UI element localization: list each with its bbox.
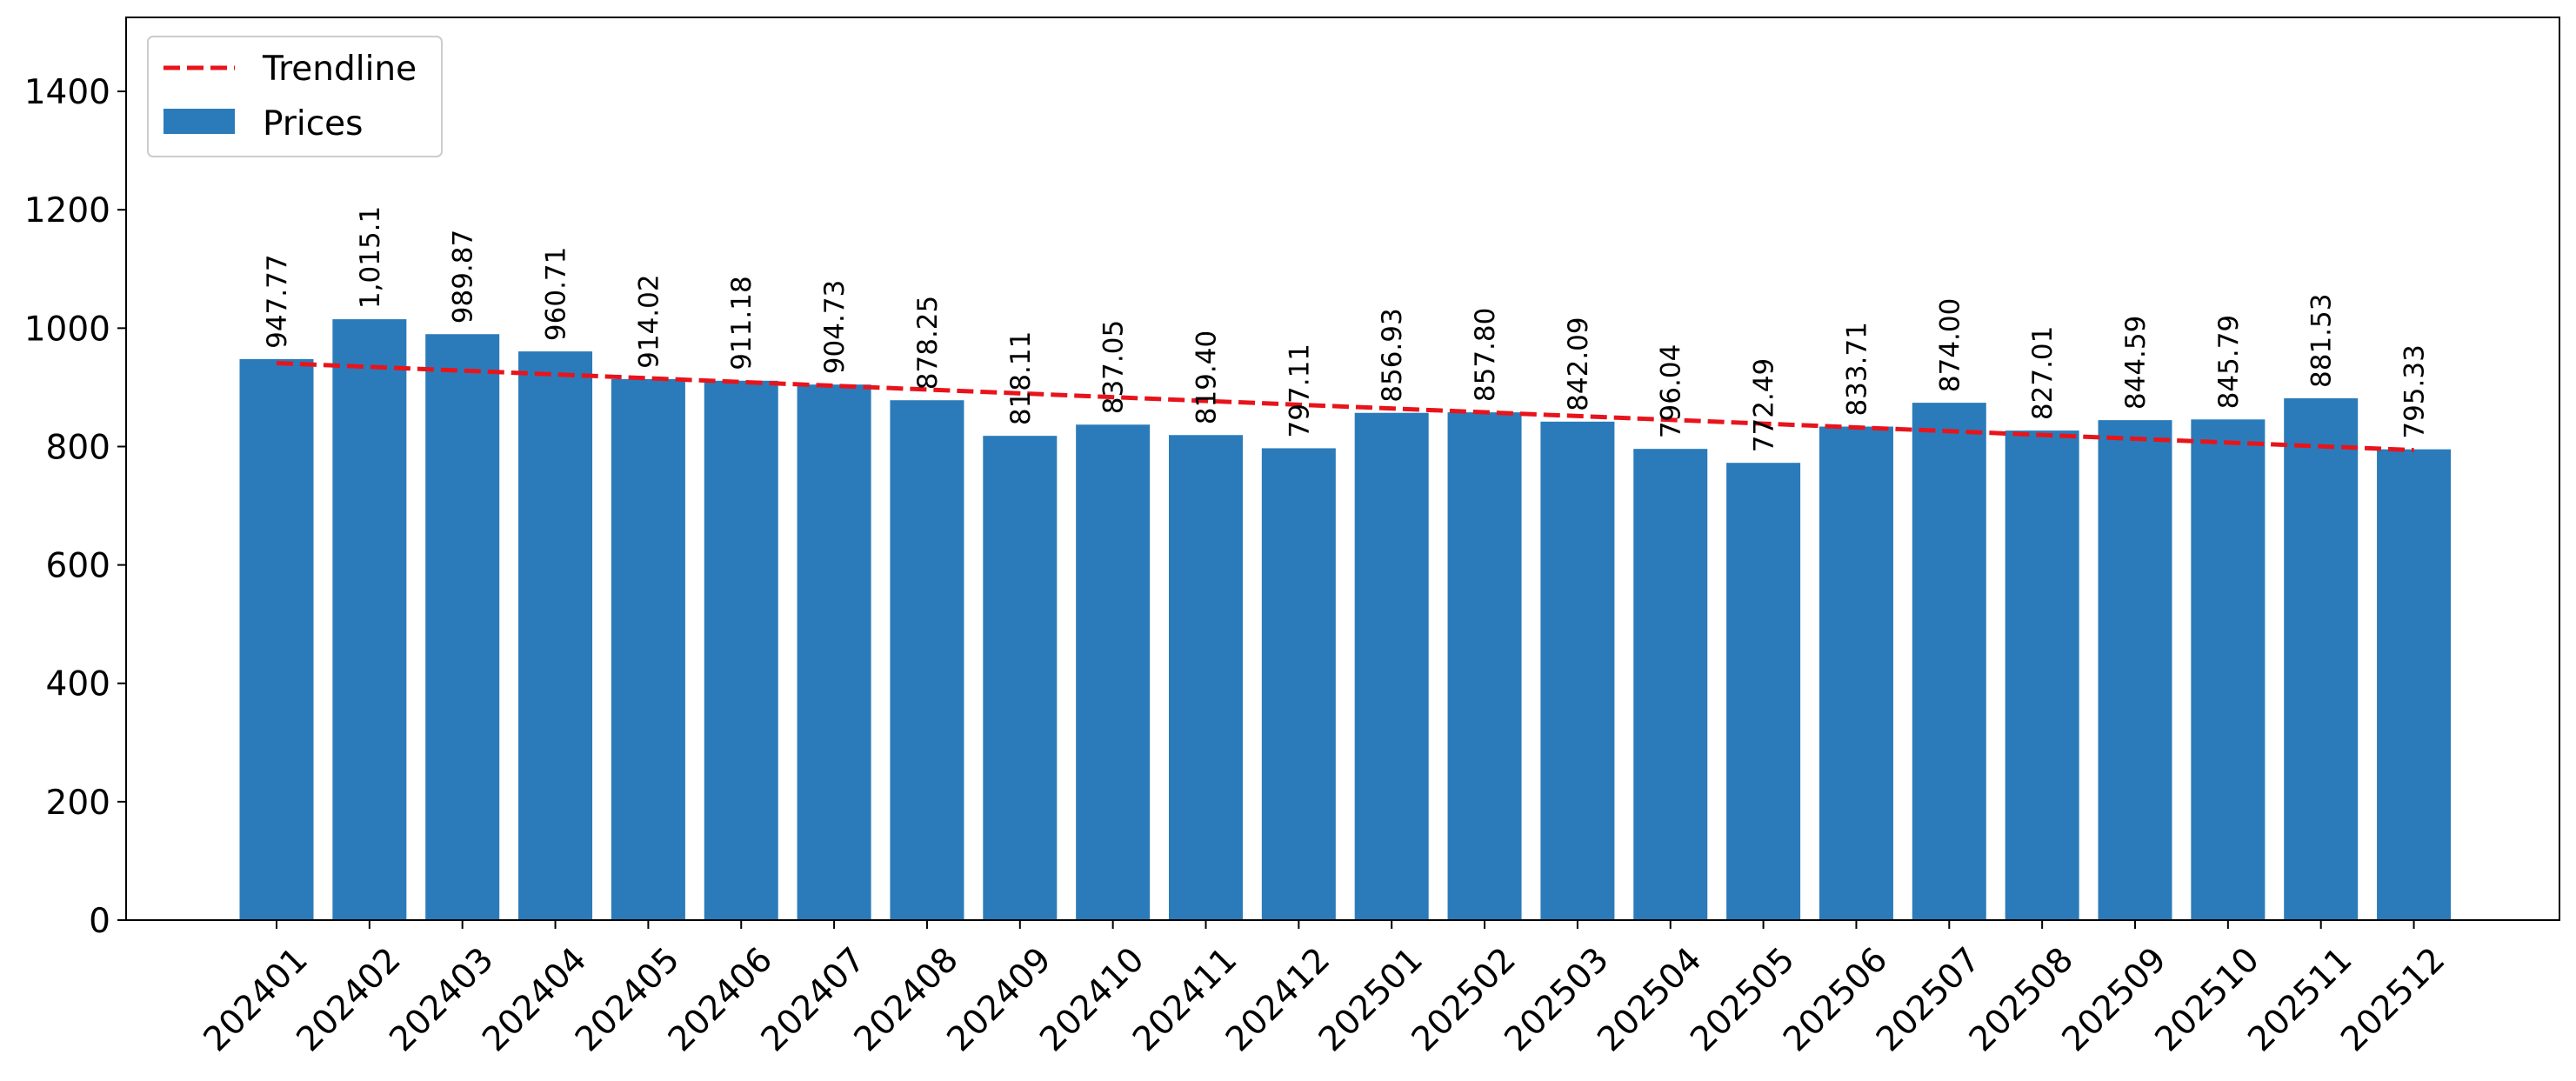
x-tick-label: 202504	[1591, 940, 1710, 1059]
bar-202401	[239, 358, 314, 920]
plot-frame	[125, 17, 2560, 921]
x-tick-label: 202406	[661, 940, 780, 1059]
bar-202407	[797, 384, 871, 920]
x-tick-label: 202407	[754, 940, 873, 1059]
trendline	[276, 361, 2414, 453]
x-tick-label: 202404	[475, 940, 594, 1059]
data-label-202510: 845.79	[2213, 315, 2245, 409]
data-label-202502: 857.80	[1470, 308, 1501, 402]
bar-202403	[425, 334, 500, 920]
x-tick-label: 202412	[1218, 940, 1338, 1059]
data-label-202511: 881.53	[2306, 293, 2338, 387]
data-label-202408: 878.25	[912, 296, 944, 390]
data-label-202412: 797.11	[1284, 344, 1315, 437]
bar-202406	[704, 380, 778, 920]
x-tick-label: 202510	[2148, 940, 2267, 1059]
x-tick-label: 202411	[1125, 940, 1245, 1059]
data-label-202506: 833.71	[1841, 322, 1872, 416]
x-tick-label: 202401	[197, 940, 316, 1059]
data-labels: 947.77 1,015.1 989.87 960.71 914.02 911.18 904…	[262, 206, 2431, 452]
y-tick-label: 1000	[24, 310, 110, 349]
y-tick-label: 1200	[24, 191, 110, 230]
data-label-202409: 818.11	[1005, 331, 1037, 425]
x-tick-label: 202410	[1032, 940, 1151, 1059]
data-label-202401: 947.77	[262, 254, 293, 348]
data-label-202509: 844.59	[2120, 316, 2152, 410]
bar-202404	[518, 351, 593, 921]
bar-202501	[1354, 412, 1429, 921]
bar-202411	[1169, 435, 1243, 920]
data-label-202503: 842.09	[1563, 317, 1594, 410]
x-tick-label: 202509	[2055, 940, 2174, 1059]
data-label-202411: 819.40	[1191, 330, 1223, 424]
data-label-202505: 772.49	[1749, 358, 1780, 452]
bar-202502	[1447, 412, 1522, 920]
y-tick-label: 400	[46, 665, 110, 704]
y-axis: 0 200 400 600 800 1000 1200 1400	[24, 73, 126, 941]
legend-prices-swatch	[164, 109, 235, 134]
bar-202506	[1819, 426, 1893, 920]
bar-202512	[2377, 449, 2452, 920]
x-tick-label: 202508	[1962, 940, 2081, 1059]
bar-202409	[983, 436, 1058, 920]
bar-202412	[1261, 448, 1336, 920]
data-label-202508: 827.01	[2027, 326, 2059, 420]
bar-202511	[2284, 397, 2359, 921]
y-tick-label: 1400	[24, 73, 110, 112]
bar-202509	[2098, 420, 2172, 920]
x-tick-label: 202511	[2240, 940, 2359, 1059]
x-tick-label: 202503	[1498, 940, 1617, 1059]
legend: Trendline Prices	[147, 36, 443, 157]
y-tick-label: 800	[46, 428, 110, 467]
x-tick-label: 202408	[847, 940, 966, 1059]
bar-202408	[890, 400, 964, 921]
bar-202508	[2005, 430, 2079, 921]
bar-series-prices	[239, 319, 2452, 921]
data-label-202403: 989.87	[448, 230, 479, 324]
bar-202503	[1540, 421, 1615, 921]
data-label-202406: 911.18	[726, 276, 757, 370]
x-tick-label: 202403	[382, 940, 501, 1059]
x-tick-label: 202409	[940, 940, 1059, 1059]
x-tick-label: 202405	[568, 940, 687, 1059]
data-label-202501: 856.93	[1377, 308, 1408, 402]
x-tick-label: 202501	[1311, 940, 1431, 1059]
data-label-202504: 796.04	[1656, 344, 1687, 438]
data-label-202402: 1,015.1	[355, 206, 386, 309]
legend-label-trendline: Trendline	[262, 50, 417, 89]
x-tick-label: 202502	[1405, 940, 1524, 1059]
data-label-202512: 795.33	[2399, 344, 2431, 438]
bar-202405	[611, 378, 685, 920]
x-tick-label: 202505	[1683, 940, 1802, 1059]
bar-202402	[332, 319, 407, 920]
data-label-202407: 904.73	[819, 280, 851, 374]
bar-202410	[1076, 424, 1151, 920]
data-label-202405: 914.02	[633, 274, 664, 368]
x-tick-label: 202512	[2333, 940, 2453, 1059]
bar-202507	[1912, 403, 1986, 920]
y-tick-label: 200	[46, 784, 110, 823]
data-label-202507: 874.00	[1934, 298, 1965, 392]
data-label-202404: 960.71	[541, 247, 572, 341]
legend-label-prices: Prices	[263, 104, 363, 143]
bar-202505	[1726, 463, 1801, 920]
x-tick-label: 202506	[1776, 940, 1895, 1059]
x-tick-label: 202507	[1869, 940, 1988, 1059]
x-tick-label: 202402	[290, 940, 409, 1059]
x-axis: 2024012024022024032024042024052024062024…	[197, 920, 2453, 1059]
y-tick-label: 0	[89, 902, 110, 941]
bar-202504	[1633, 449, 1708, 920]
data-label-202410: 837.05	[1098, 320, 1130, 414]
bar-202510	[2191, 419, 2266, 920]
y-tick-label: 600	[46, 547, 110, 586]
